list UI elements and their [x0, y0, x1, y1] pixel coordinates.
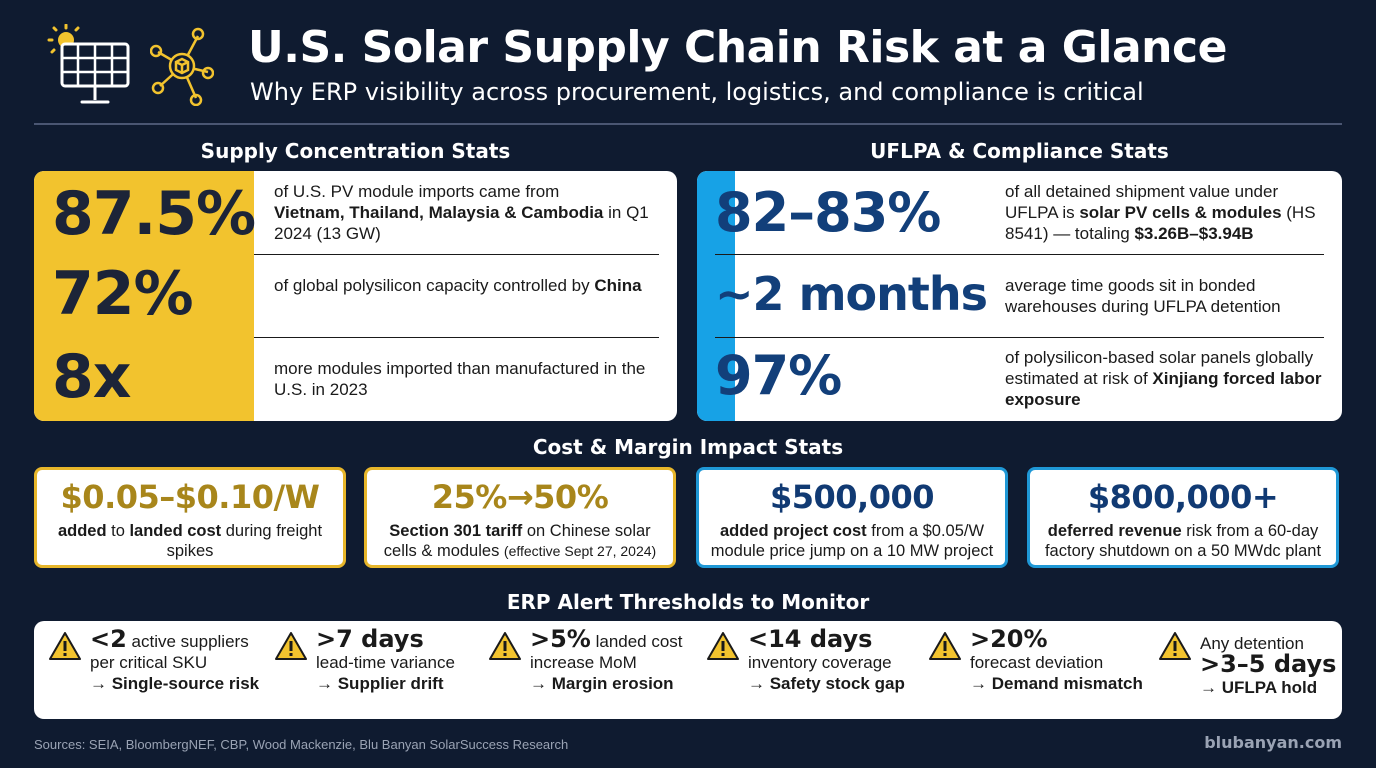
warning-icon — [1159, 632, 1191, 660]
cost-card: $800,000+ deferred revenue risk from a 6… — [1027, 467, 1339, 568]
page-subtitle: Why ERP visibility across procurement, l… — [250, 78, 1144, 106]
warning-icon — [275, 632, 307, 660]
stat-value: ~2 months — [715, 267, 988, 321]
cost-description: added project cost from a $0.05/W module… — [710, 522, 994, 560]
supply-concentration-card: 87.5% of U.S. PV module imports came fro… — [34, 171, 677, 421]
alert-text: >7 days lead-time variance → Supplier dr… — [316, 625, 455, 693]
stat-description: of all detained shipment value under UFL… — [1005, 182, 1316, 243]
uflpa-compliance-card: 82–83% of all detained shipment value un… — [697, 171, 1342, 421]
stat-description: more modules imported than manufactured … — [274, 359, 646, 399]
alert-text: Any detention >3–5 days → UFLPA hold — [1200, 634, 1337, 697]
solar-panel-icon — [47, 24, 130, 104]
stat-value: 82–83% — [715, 181, 941, 244]
cost-description: deferred revenue risk from a 60-day fact… — [1044, 522, 1322, 560]
supply-stat-row: 72% of global polysilicon capacity contr… — [34, 255, 677, 337]
warning-icon — [707, 632, 739, 660]
alerts-card: <2 active suppliers per critical SKU → S… — [34, 621, 1342, 719]
alerts-section-title: ERP Alert Thresholds to Monitor — [506, 590, 870, 614]
sources-text: Sources: SEIA, BloombergNEF, CBP, Wood M… — [34, 737, 569, 752]
cost-description: added to landed cost during freight spik… — [57, 522, 323, 560]
stat-value: 97% — [715, 344, 842, 407]
stat-value: 87.5% — [52, 179, 256, 249]
uflpa-accent-bar — [697, 171, 735, 421]
row-divider — [715, 254, 1324, 255]
cost-section-title: Cost & Margin Impact Stats — [532, 435, 844, 459]
uflpa-stat-row: ~2 months average time goods sit in bond… — [697, 255, 1342, 337]
page-title: U.S. Solar Supply Chain Risk at a Glance — [248, 22, 1227, 73]
row-divider — [254, 254, 659, 255]
cost-value: $800,000+ — [1087, 478, 1279, 516]
supply-accent-bar — [34, 171, 254, 421]
cost-card: $0.05–$0.10/W added to landed cost durin… — [34, 467, 346, 568]
header: U.S. Solar Supply Chain Risk at a Glance… — [40, 18, 1340, 118]
supply-stat-row: 8x more modules imported than manufactur… — [34, 338, 677, 421]
cost-card: 25%→50% Section 301 tariff on Chinese so… — [364, 467, 676, 568]
row-divider — [254, 337, 659, 338]
uflpa-stat-row: 97% of polysilicon-based solar panels gl… — [697, 338, 1342, 421]
cost-card: $500,000 added project cost from a $0.05… — [696, 467, 1008, 568]
stat-value: 72% — [52, 259, 194, 329]
alert-text: >5% landed cost increase MoM → Margin er… — [530, 625, 683, 693]
warning-icon — [929, 632, 961, 660]
network-icon — [150, 27, 214, 106]
alert-text: <14 days inventory coverage → Safety sto… — [748, 625, 905, 693]
stat-description: of global polysilicon capacity controlle… — [274, 276, 642, 295]
uflpa-stat-row: 82–83% of all detained shipment value un… — [697, 171, 1342, 254]
stat-description: of U.S. PV module imports came from Vietn… — [274, 182, 649, 243]
uflpa-section-title: UFLPA & Compliance Stats — [870, 139, 1169, 163]
cost-description: Section 301 tariff on Chinese solar cell… — [383, 522, 657, 560]
supply-stat-row: 87.5% of U.S. PV module imports came fro… — [34, 171, 677, 254]
alert-text: >20% forecast deviation → Demand mismatc… — [970, 625, 1143, 693]
cost-value: $500,000 — [769, 478, 935, 516]
cost-value: $0.05–$0.10/W — [60, 478, 320, 516]
supply-section-title: Supply Concentration Stats — [200, 139, 511, 163]
stat-description: of polysilicon-based solar panels global… — [1005, 348, 1322, 409]
warning-icon — [49, 632, 81, 660]
header-divider — [34, 123, 1342, 125]
cost-value: 25%→50% — [431, 478, 609, 516]
stat-value: 8x — [52, 342, 131, 412]
stat-description: average time goods sit in bonded warehou… — [1005, 276, 1281, 316]
row-divider — [715, 337, 1324, 338]
alert-text: <2 active suppliers per critical SKU → S… — [90, 625, 260, 693]
site-link[interactable]: blubanyan.com — [1204, 733, 1342, 752]
warning-icon — [489, 632, 521, 660]
